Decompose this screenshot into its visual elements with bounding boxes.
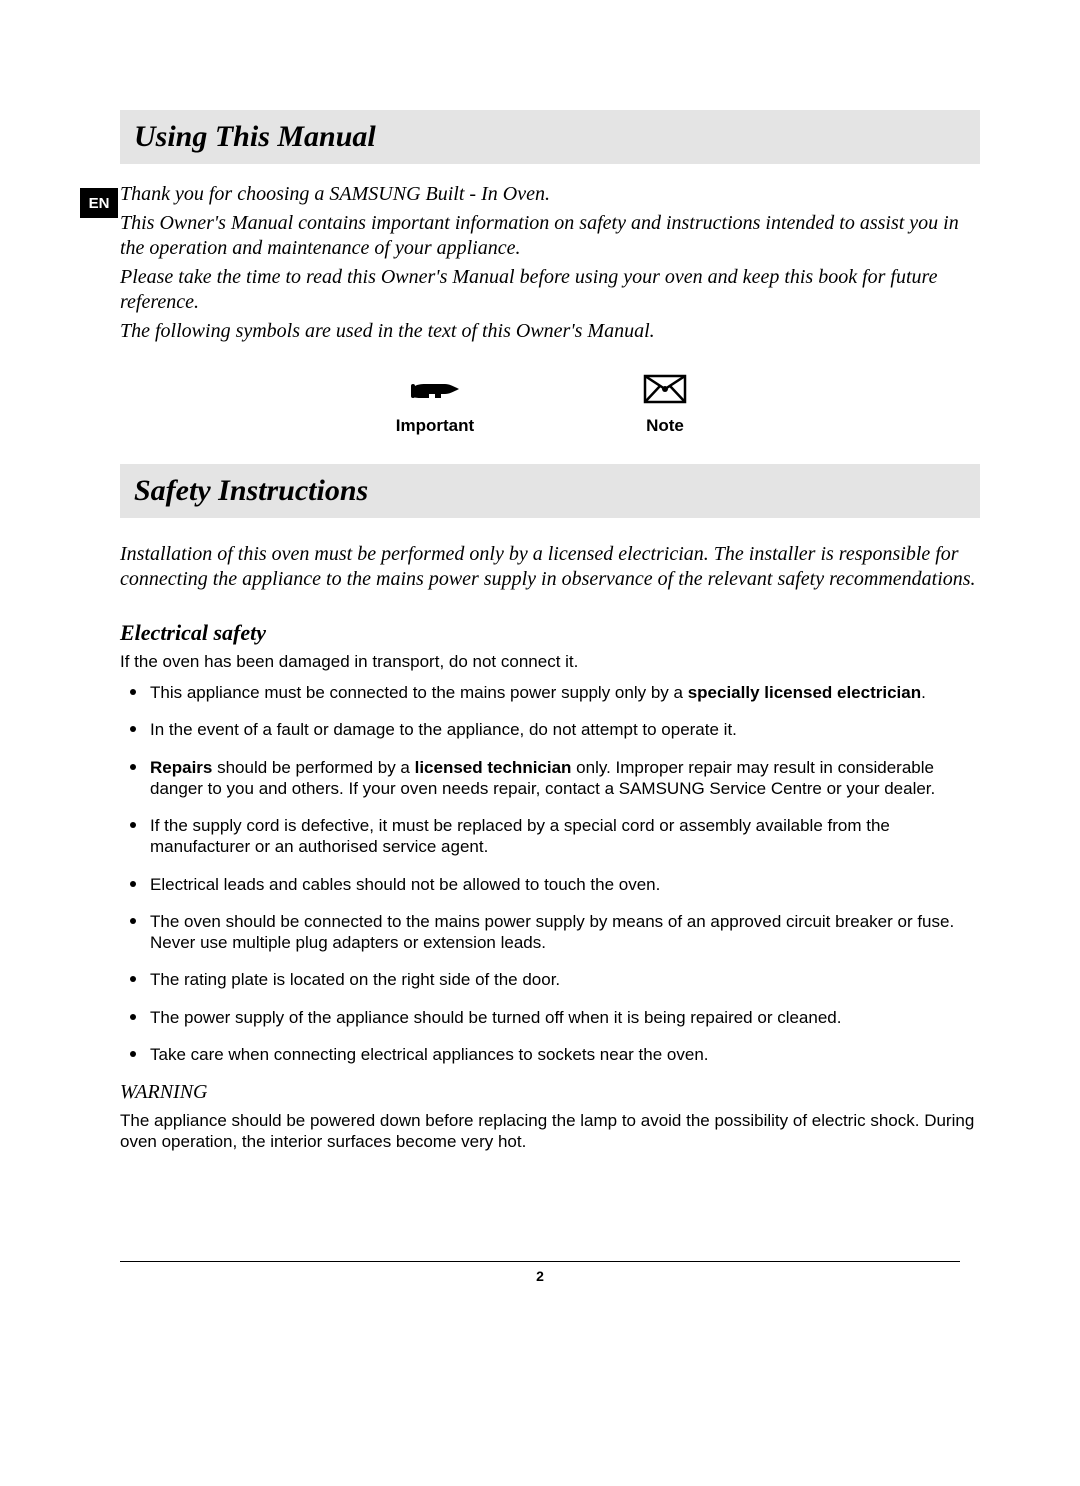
bullet-item: The power supply of the appliance should…	[150, 1007, 980, 1028]
symbol-important-label: Important	[396, 416, 474, 436]
intro-p3: Please take the time to read this Owner'…	[120, 265, 980, 315]
language-tab-label: EN	[89, 195, 110, 212]
bullet-text: Electrical leads and cables should not b…	[150, 875, 660, 894]
bullet-text: In the event of a fault or damage to the…	[150, 720, 737, 739]
bullet-text: The rating plate is located on the right…	[150, 970, 560, 989]
electrical-lead-line: If the oven has been damaged in transpor…	[120, 652, 980, 672]
install-text: Installation of this oven must be perfor…	[120, 542, 980, 592]
bullet-item: The rating plate is located on the right…	[150, 969, 980, 990]
page-number: 2	[536, 1268, 544, 1284]
intro-p4: The following symbols are used in the te…	[120, 319, 980, 344]
bullet-text: The oven should be connected to the main…	[150, 912, 954, 952]
symbol-note: Note	[605, 370, 725, 436]
warning-text: The appliance should be powered down bef…	[120, 1110, 980, 1153]
pointing-hand-icon	[407, 370, 463, 408]
page: EN Using This Manual Thank you for choos…	[0, 0, 1080, 1486]
bullet-text: should be performed by a	[212, 758, 414, 777]
bullet-text: If the supply cord is defective, it must…	[150, 816, 890, 856]
bullet-text: The power supply of the appliance should…	[150, 1008, 841, 1027]
page-footer: 2	[120, 1261, 960, 1286]
section2-content: Installation of this oven must be perfor…	[120, 542, 980, 1153]
bullet-text: This appliance must be connected to the …	[150, 683, 688, 702]
section-header-safety: Safety Instructions	[120, 464, 980, 518]
envelope-icon	[643, 370, 687, 408]
bullet-item: Take care when connecting electrical app…	[150, 1044, 980, 1065]
symbols-row: Important Note	[120, 370, 980, 436]
bullet-item: Electrical leads and cables should not b…	[150, 874, 980, 895]
symbol-important: Important	[375, 370, 495, 436]
bullet-text: Take care when connecting electrical app…	[150, 1045, 709, 1064]
electrical-bullet-list: This appliance must be connected to the …	[120, 682, 980, 1065]
bullet-bold: specially licensed electrician	[688, 683, 921, 702]
bullet-bold: licensed technician	[415, 758, 572, 777]
language-tab: EN	[80, 188, 118, 218]
bullet-item: Repairs should be performed by a license…	[150, 757, 980, 800]
intro-p1: Thank you for choosing a SAMSUNG Built -…	[120, 182, 980, 207]
intro-block: Thank you for choosing a SAMSUNG Built -…	[120, 182, 980, 344]
bullet-item: In the event of a fault or damage to the…	[150, 719, 980, 740]
electrical-safety-heading: Electrical safety	[120, 620, 980, 646]
bullet-text: .	[921, 683, 926, 702]
bullet-item: The oven should be connected to the main…	[150, 911, 980, 954]
intro-p2: This Owner's Manual contains important i…	[120, 211, 980, 261]
symbol-note-label: Note	[646, 416, 684, 436]
section-title: Safety Instructions	[134, 474, 368, 508]
warning-heading: WARNING	[120, 1081, 980, 1104]
section-title: Using This Manual	[134, 120, 376, 154]
bullet-item: This appliance must be connected to the …	[150, 682, 980, 703]
bullet-bold: Repairs	[150, 758, 212, 777]
bullet-item: If the supply cord is defective, it must…	[150, 815, 980, 858]
section1-content: Thank you for choosing a SAMSUNG Built -…	[120, 182, 980, 436]
section-header-using-manual: Using This Manual	[120, 110, 980, 164]
